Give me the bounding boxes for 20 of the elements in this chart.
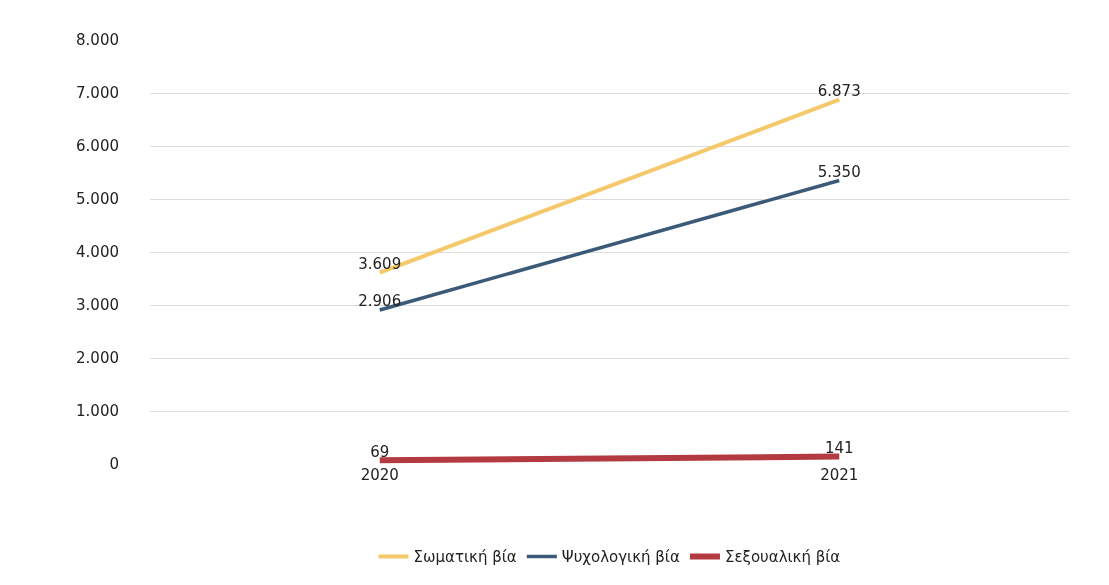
y-tick-label: 7.000 [76,84,119,103]
y-tick-label: 3.000 [76,296,119,315]
y-tick-label: 8.000 [76,31,119,50]
x-tick-label: 2021 [820,466,859,484]
legend-label: Ψυχολογική βία [561,548,680,567]
y-tick-label: 6.000 [76,137,119,156]
legend-label: Σωματική βία [413,548,517,567]
x-tick-label: 2020 [360,466,399,484]
data-label: 141 [824,438,854,457]
data-label: 2.906 [358,292,402,311]
y-tick-label: 0 [109,455,119,474]
y-tick-label: 5.000 [76,190,119,209]
data-label: 69 [370,442,390,461]
legend-label: Σεξουαλική βία [724,548,841,567]
y-tick-label: 1.000 [76,402,119,421]
y-tick-label: 2.000 [76,349,119,368]
data-label: 3.609 [358,254,402,273]
data-label: 5.350 [817,162,861,181]
y-tick-label: 4.000 [76,243,119,262]
data-label: 6.873 [817,81,861,100]
